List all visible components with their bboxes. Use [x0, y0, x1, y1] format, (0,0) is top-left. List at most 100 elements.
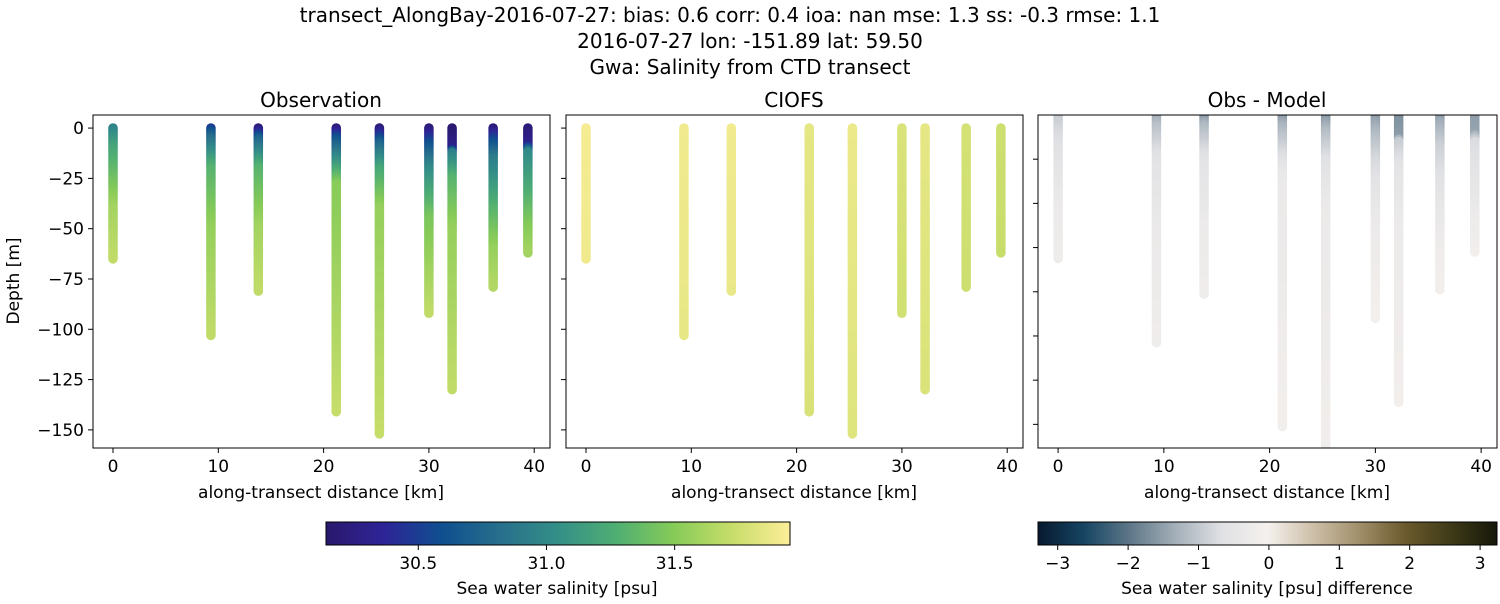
- panel-title-difference: Obs - Model: [1208, 88, 1327, 112]
- colorbar-tick-label: −1: [1186, 554, 1211, 574]
- cast-8: [996, 123, 1006, 258]
- x-tick-label: 20: [1259, 457, 1281, 477]
- x-tick-label: 30: [1365, 457, 1387, 477]
- panel-diff: 0 10 20 30 40: [1033, 114, 1498, 477]
- cast-7: [488, 123, 498, 292]
- axes-frame: [92, 114, 551, 449]
- figure-title-line-3: Gwa: Salinity from CTD transect: [590, 55, 911, 79]
- cast-1: [679, 123, 689, 341]
- cast-5: [1370, 115, 1381, 324]
- data-point: [1151, 337, 1162, 348]
- data-point: [726, 286, 737, 296]
- colorbar-tick-label: 1: [1334, 554, 1345, 574]
- colorbar-difference: −3 −2 −1 0 1 2 3: [1037, 521, 1498, 574]
- cast-0: [581, 123, 591, 264]
- data-point: [847, 429, 858, 439]
- colorbar-bar: [1037, 521, 1498, 546]
- x-tick-label: 0: [1053, 457, 1064, 477]
- x-tick-label: 40: [523, 457, 545, 477]
- data-point: [1435, 284, 1445, 295]
- data-points: [1053, 115, 1480, 448]
- x-tick-label: 30: [891, 457, 913, 477]
- figure-title-line-1: transect_AlongBay-2016-07-27: bias: 0.6 …: [300, 3, 1161, 27]
- x-axis-label-difference: along-transect distance [km]: [1144, 483, 1390, 503]
- data-point: [996, 248, 1006, 258]
- data-points: [108, 123, 533, 439]
- y-axis-label: Depth [m]: [4, 237, 24, 324]
- cast-8: [1469, 115, 1480, 257]
- data-point: [1370, 313, 1381, 324]
- x-tick-label: 10: [207, 457, 229, 477]
- data-point: [488, 282, 498, 292]
- cast-6: [1393, 115, 1404, 408]
- cast-1: [1151, 115, 1162, 348]
- data-point: [523, 248, 533, 258]
- data-point: [1320, 443, 1331, 448]
- x-tick-label: 10: [680, 457, 702, 477]
- cast-1: [206, 123, 216, 341]
- colorbar-tick-label: −2: [1116, 554, 1141, 574]
- data-point: [253, 286, 264, 296]
- panel-model: 0 10 20 30 40: [561, 114, 1024, 477]
- x-axis-label-model: along-transect distance [km]: [671, 483, 917, 503]
- colorbar-bar: [325, 521, 791, 546]
- colorbar-tick-label: 0: [1263, 554, 1274, 574]
- x-tick-label: 20: [786, 457, 808, 477]
- y-tick-label: −150: [37, 421, 84, 441]
- data-point: [581, 254, 591, 264]
- cast-3: [804, 123, 815, 417]
- colorbar-label-salinity: Sea water salinity [psu]: [457, 579, 658, 599]
- cast-2: [253, 123, 264, 296]
- cast-3: [1277, 115, 1288, 432]
- cast-4: [374, 123, 385, 439]
- y-tick-label: −125: [37, 371, 84, 391]
- data-point: [1053, 253, 1063, 264]
- data-point: [897, 308, 907, 318]
- colorbar-salinity: 30.5 31.0 31.5: [325, 521, 791, 574]
- x-tick-label: 10: [1153, 457, 1175, 477]
- cast-4: [847, 123, 858, 439]
- data-point: [961, 282, 971, 292]
- data-point: [206, 330, 216, 341]
- x-tick-label: 20: [313, 457, 335, 477]
- colorbar-label-difference: Sea water salinity [psu] difference: [1121, 579, 1413, 599]
- data-point: [447, 384, 457, 395]
- cast-6: [447, 123, 457, 395]
- panel-obs: 0 10 20 30 40 0 −25 −50 −75 −100 −125 −150: [37, 114, 551, 477]
- cast-3: [331, 123, 342, 417]
- y-tick-label: 0: [73, 119, 84, 139]
- axes-frame: [565, 114, 1024, 449]
- colorbar-tick-label: 31.5: [656, 554, 694, 574]
- cast-2: [1199, 115, 1209, 299]
- data-point: [331, 406, 342, 417]
- cast-5: [897, 123, 907, 318]
- colorbar-tick-label: 30.5: [399, 554, 437, 574]
- data-point: [804, 406, 815, 417]
- data-point: [1277, 421, 1288, 432]
- cast-6: [920, 123, 930, 395]
- y-tick-label: −25: [48, 169, 84, 189]
- figure-title-line-2: 2016-07-27 lon: -151.89 lat: 59.50: [577, 29, 923, 53]
- cast-8: [523, 123, 533, 258]
- data-point: [1199, 289, 1209, 299]
- y-tick-label: −50: [48, 220, 84, 240]
- x-tick-label: 40: [996, 457, 1018, 477]
- x-tick-label: 30: [418, 457, 440, 477]
- panel-title-observation: Observation: [260, 88, 382, 112]
- cast-0: [108, 123, 118, 264]
- data-point: [920, 384, 930, 395]
- y-tick-label: −75: [48, 270, 84, 290]
- data-point: [108, 254, 118, 264]
- data-points: [581, 123, 1006, 439]
- x-tick-label: 40: [1470, 457, 1492, 477]
- data-point: [679, 330, 689, 341]
- x-axis-label-observation: along-transect distance [km]: [198, 483, 444, 503]
- colorbar-tick-label: 3: [1475, 554, 1486, 574]
- cast-2: [726, 123, 737, 296]
- cast-5: [424, 123, 434, 318]
- data-point: [1393, 397, 1404, 408]
- data-point: [1469, 247, 1480, 257]
- axes-frame: [1037, 114, 1498, 449]
- cast-0: [1053, 115, 1063, 264]
- colorbar-tick-label: 2: [1404, 554, 1415, 574]
